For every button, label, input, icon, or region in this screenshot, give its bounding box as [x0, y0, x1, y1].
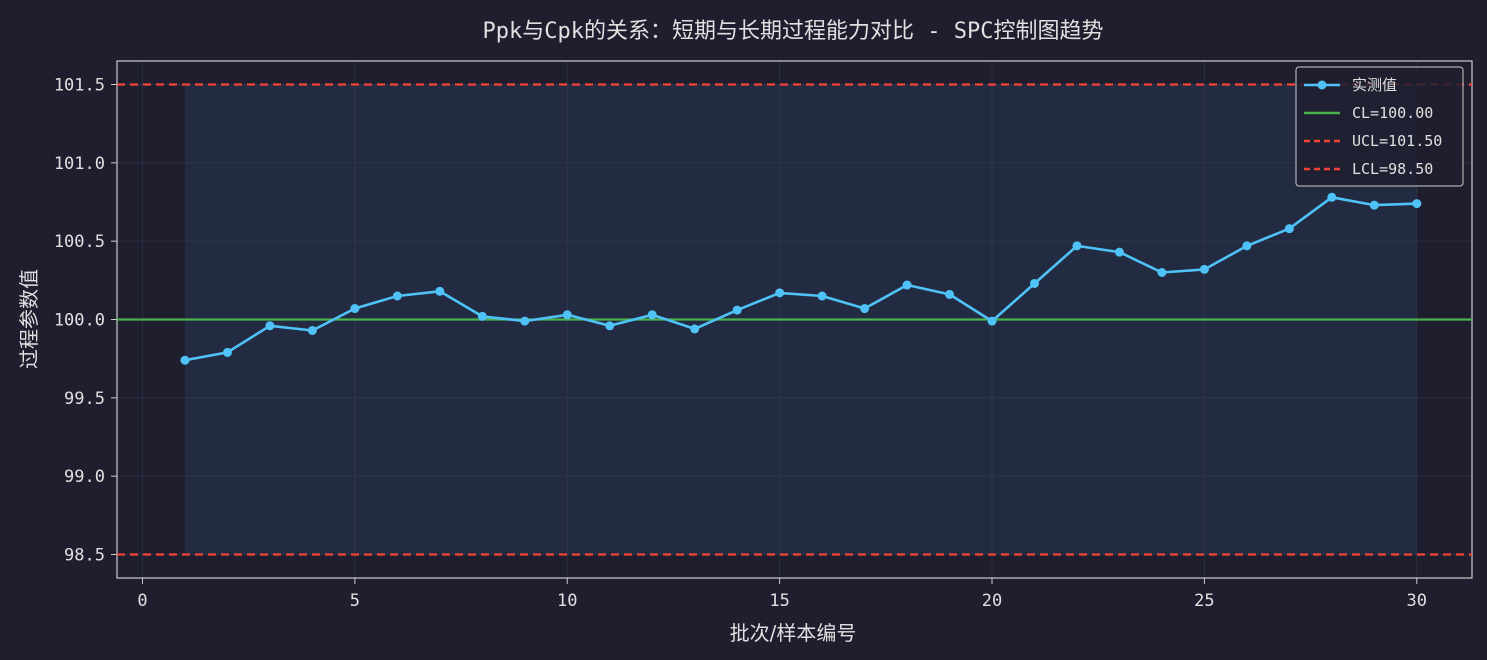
y-tick-label: 101.5	[54, 76, 105, 96]
x-tick-label: 20	[982, 591, 1002, 611]
data-point	[732, 305, 742, 315]
y-axis-label: 过程参数值	[17, 269, 41, 369]
x-tick-label: 0	[137, 591, 147, 611]
data-point	[1157, 268, 1167, 277]
y-tick-label: 98.5	[64, 546, 105, 566]
x-tick-label: 15	[769, 591, 789, 611]
data-point	[180, 355, 190, 365]
x-tick-label: 25	[1194, 591, 1214, 611]
data-point	[392, 291, 402, 301]
data-point	[605, 321, 615, 331]
data-point	[647, 310, 657, 320]
data-point	[1029, 278, 1039, 288]
data-point	[1284, 224, 1294, 234]
legend-marker	[1317, 80, 1327, 90]
data-point	[1072, 241, 1082, 251]
data-point	[945, 289, 955, 299]
x-tick-label: 10	[557, 591, 577, 611]
plot-area: 0 5 10 15 20 25 30 98.5 99.0 99.5 100.0 100.5 101.0 1…	[54, 60, 1473, 611]
data-point	[817, 291, 827, 301]
chart-title: Ppk与Cpk的关系：短期与长期过程能力对比 - SPC控制图趋势	[483, 19, 1104, 44]
y-tick-label: 99.0	[64, 467, 105, 487]
data-point	[520, 316, 530, 326]
data-point	[690, 324, 700, 334]
data-point	[775, 288, 785, 298]
series-line	[184, 196, 1417, 362]
data-point	[1327, 192, 1337, 202]
legend: 实测值 CL=100.00 UCL=101.50 LCL=98.50	[1295, 66, 1464, 187]
legend-label: UCL=101.50	[1352, 132, 1442, 150]
data-point	[477, 311, 487, 321]
data-point	[222, 347, 232, 357]
legend-label: LCL=98.50	[1352, 160, 1433, 178]
y-tick-label: 101.0	[54, 154, 105, 174]
legend-label: CL=100.00	[1352, 104, 1433, 122]
data-point	[265, 321, 275, 331]
data-point	[987, 316, 997, 326]
x-axis-label: 批次/样本编号	[730, 621, 857, 645]
data-point	[1412, 199, 1422, 209]
y-tick-label: 100.0	[54, 311, 105, 331]
y-tick-label: 99.5	[64, 389, 105, 409]
x-tick-label: 30	[1407, 591, 1427, 611]
data-point	[1242, 241, 1252, 251]
x-tick-label: 5	[350, 591, 360, 611]
data-point	[562, 310, 572, 320]
data-point	[1199, 264, 1209, 274]
data-point	[1114, 247, 1124, 257]
y-tick-label: 100.5	[54, 232, 105, 252]
legend-label: 实测值	[1352, 76, 1397, 94]
legend-box	[1295, 66, 1464, 187]
data-point	[860, 304, 870, 314]
data-point	[350, 304, 360, 314]
data-point	[435, 286, 445, 296]
data-point	[902, 280, 912, 290]
data-point	[1369, 200, 1379, 210]
data-point	[307, 325, 317, 335]
